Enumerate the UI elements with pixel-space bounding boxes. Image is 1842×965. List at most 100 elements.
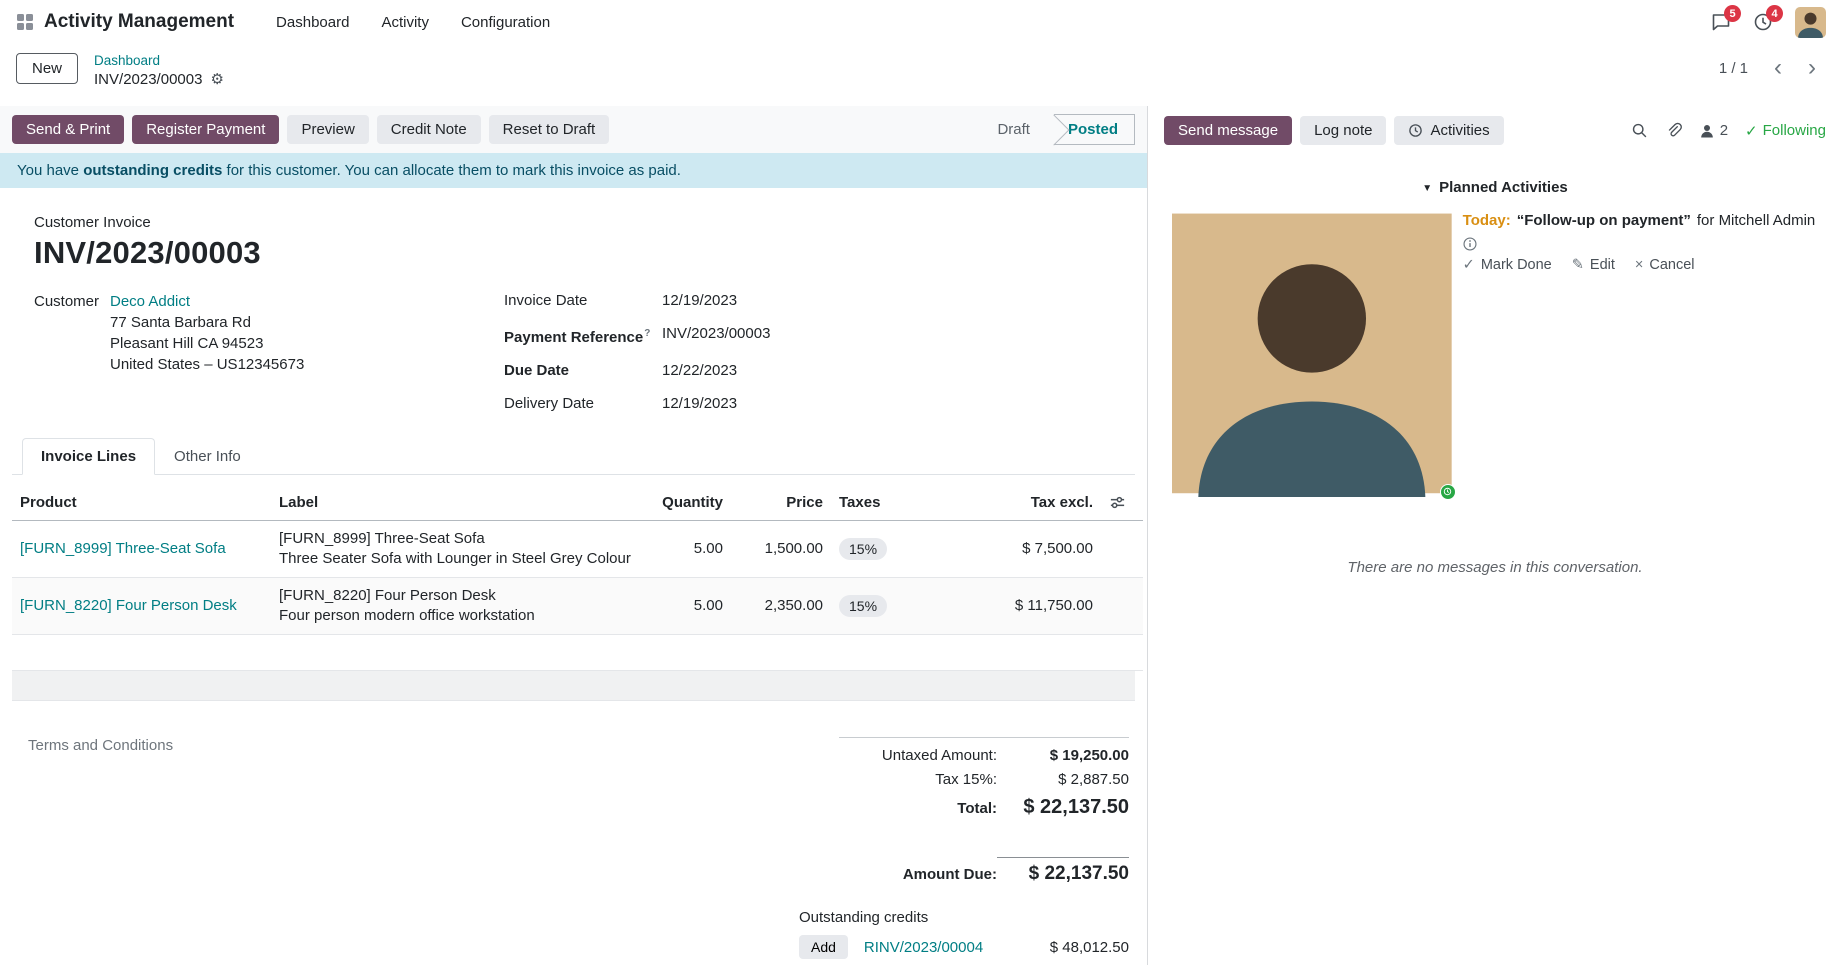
breadcrumb-current: INV/2023/00003 [94, 70, 203, 88]
product-link[interactable]: [FURN_8999] Three-Seat Sofa [20, 540, 226, 557]
terms-placeholder[interactable]: Terms and Conditions [28, 737, 174, 754]
tab-other-info[interactable]: Other Info [174, 448, 241, 465]
help-marker: ? [644, 328, 651, 339]
messages-badge: 5 [1724, 5, 1741, 22]
activity-user-avatar [1172, 210, 1452, 497]
line-label-main: [FURN_8999] Three-Seat Sofa [279, 530, 485, 547]
col-header-tax-excl: Tax excl. [951, 485, 1101, 521]
empty-line-row [12, 634, 1143, 671]
empty-conversation-message: There are no messages in this conversati… [1347, 558, 1643, 576]
due-date-value[interactable]: 12/22/2023 [662, 362, 738, 379]
invoice-form-pane: Send & Print Register Payment Preview Cr… [0, 106, 1148, 965]
send-print-button[interactable]: Send & Print [12, 115, 125, 144]
delivery-date-value[interactable]: 12/19/2023 [662, 395, 738, 412]
line-subtotal: $ 11,750.00 [951, 577, 1101, 635]
followers-button[interactable]: 2 [1699, 122, 1728, 139]
col-header-quantity: Quantity [641, 485, 731, 521]
top-nav: Activity Management Dashboard Activity C… [0, 0, 1842, 44]
col-header-price: Price [731, 485, 831, 521]
preview-button[interactable]: Preview [287, 115, 369, 144]
add-credit-button[interactable]: Add [799, 935, 848, 959]
apps-grid-icon[interactable] [16, 13, 34, 31]
tax-tag: 15% [839, 538, 888, 560]
outstanding-credits-alert: You have outstanding credits for this cu… [0, 153, 1147, 188]
credit-amount: $ 48,012.50 [1049, 938, 1129, 956]
attachments-icon[interactable] [1665, 122, 1682, 139]
invoice-number-heading: INV/2023/00003 [34, 235, 261, 270]
payment-reference-value[interactable]: INV/2023/00003 [662, 325, 771, 342]
chatter-topbar: Send message Log note Activities 2 [1164, 116, 1826, 145]
customer-block: Customer Deco Addict 77 Santa Barbara Rd… [34, 291, 504, 414]
search-messages-icon[interactable] [1631, 122, 1648, 139]
credit-note-button[interactable]: Credit Note [376, 115, 481, 144]
untaxed-amount-value: $ 19,250.00 [1049, 747, 1129, 764]
line-price: 1,500.00 [731, 520, 831, 578]
control-panel: New Dashboard INV/2023/00003 ⚙ 1 / 1 ‹ › [0, 44, 1842, 106]
line-label-main: [FURN_8220] Four Person Desk [279, 587, 496, 604]
cancel-activity-button[interactable]: × Cancel [1634, 257, 1695, 273]
alert-text-post: for this customer. You can allocate them… [222, 162, 681, 179]
pager-count: 1 / 1 [1718, 59, 1748, 77]
line-quantity: 5.00 [641, 520, 731, 578]
payment-reference-label: Payment Reference? [504, 328, 651, 346]
new-button[interactable]: New [16, 53, 79, 84]
mark-done-button[interactable]: ✓ Mark Done [1462, 257, 1552, 273]
credit-note-link[interactable]: RINV/2023/00004 [863, 938, 984, 956]
untaxed-amount-label: Untaxed Amount: [881, 747, 997, 764]
send-message-button[interactable]: Send message [1164, 116, 1293, 145]
outstanding-credits-title: Outstanding credits [799, 909, 929, 926]
following-button[interactable]: ✓ Following [1745, 122, 1826, 140]
pager-previous-button[interactable]: ‹ [1774, 54, 1782, 81]
reset-to-draft-button[interactable]: Reset to Draft [488, 115, 610, 144]
customer-label: Customer [34, 293, 100, 310]
register-payment-button[interactable]: Register Payment [132, 115, 280, 144]
menu-item-dashboard[interactable]: Dashboard [276, 13, 350, 31]
total-value: $ 22,137.50 [1023, 796, 1129, 818]
planned-activities-header[interactable]: ▼ Planned Activities [1422, 179, 1568, 196]
amount-due-row: Amount Due: $ 22,137.50 [903, 857, 1129, 885]
activities-clock-icon[interactable]: 4 [1753, 5, 1783, 32]
breadcrumb: Dashboard INV/2023/00003 ⚙ [94, 53, 224, 90]
activities-button[interactable]: Activities [1394, 116, 1504, 145]
optional-columns-icon[interactable] [1101, 485, 1143, 521]
alert-text-pre: You have [17, 162, 84, 179]
col-header-product: Product [12, 485, 271, 521]
app-title[interactable]: Activity Management [44, 11, 235, 32]
product-link[interactable]: [FURN_8220] Four Person Desk [20, 597, 237, 614]
pager-next-button[interactable]: › [1808, 54, 1816, 81]
log-note-button[interactable]: Log note [1300, 116, 1387, 145]
status-draft[interactable]: Draft [997, 121, 1030, 138]
messages-icon[interactable]: 5 [1711, 5, 1741, 32]
chatter-pane: Send message Log note Activities 2 [1148, 106, 1842, 965]
invoice-line-row[interactable]: [FURN_8220] Four Person Desk [FURN_8220]… [12, 577, 1143, 635]
activity-info-icon[interactable] [1463, 237, 1477, 251]
followers-count: 2 [1719, 122, 1729, 139]
customer-address-line: Pleasant Hill CA 94523 [110, 335, 264, 352]
activity-assignee: for Mitchell Admin [1696, 212, 1816, 229]
invoice-line-row[interactable]: [FURN_8999] Three-Seat Sofa [FURN_8999] … [12, 520, 1143, 578]
invoice-date-value[interactable]: 12/19/2023 [662, 292, 738, 309]
line-subtotal: $ 7,500.00 [951, 520, 1101, 578]
due-date-label: Due Date [504, 362, 570, 379]
totals-block: Untaxed Amount: $ 19,250.00 Tax 15%: $ 2… [839, 737, 1129, 821]
line-price: 2,350.00 [731, 577, 831, 635]
caret-down-icon: ▼ [1422, 183, 1433, 194]
total-label: Total: [957, 800, 997, 817]
menu-item-activity[interactable]: Activity [381, 13, 429, 31]
activities-badge: 4 [1766, 5, 1783, 22]
invoice-sheet: Customer Invoice INV/2023/00003 Customer… [0, 188, 1147, 965]
menu-item-configuration[interactable]: Configuration [460, 13, 551, 31]
edit-activity-button[interactable]: ✎ Edit [1571, 257, 1615, 273]
tab-invoice-lines[interactable]: Invoice Lines [22, 438, 156, 475]
user-avatar[interactable] [1795, 6, 1826, 38]
customer-address-line: 77 Santa Barbara Rd [110, 314, 251, 331]
invoice-date-label: Invoice Date [504, 292, 588, 309]
notebook-tabs: Invoice Lines Other Info [12, 438, 1135, 475]
settings-gear-icon[interactable]: ⚙ [210, 70, 224, 88]
activity-summary: “Follow-up on payment” [1516, 212, 1691, 229]
breadcrumb-dashboard-link[interactable]: Dashboard [94, 53, 161, 68]
tax-value: $ 2,887.50 [1058, 771, 1129, 788]
customer-link[interactable]: Deco Addict [110, 293, 191, 310]
form-statusbar: Send & Print Register Payment Preview Cr… [0, 106, 1147, 153]
status-posted[interactable]: Posted [1053, 114, 1135, 145]
